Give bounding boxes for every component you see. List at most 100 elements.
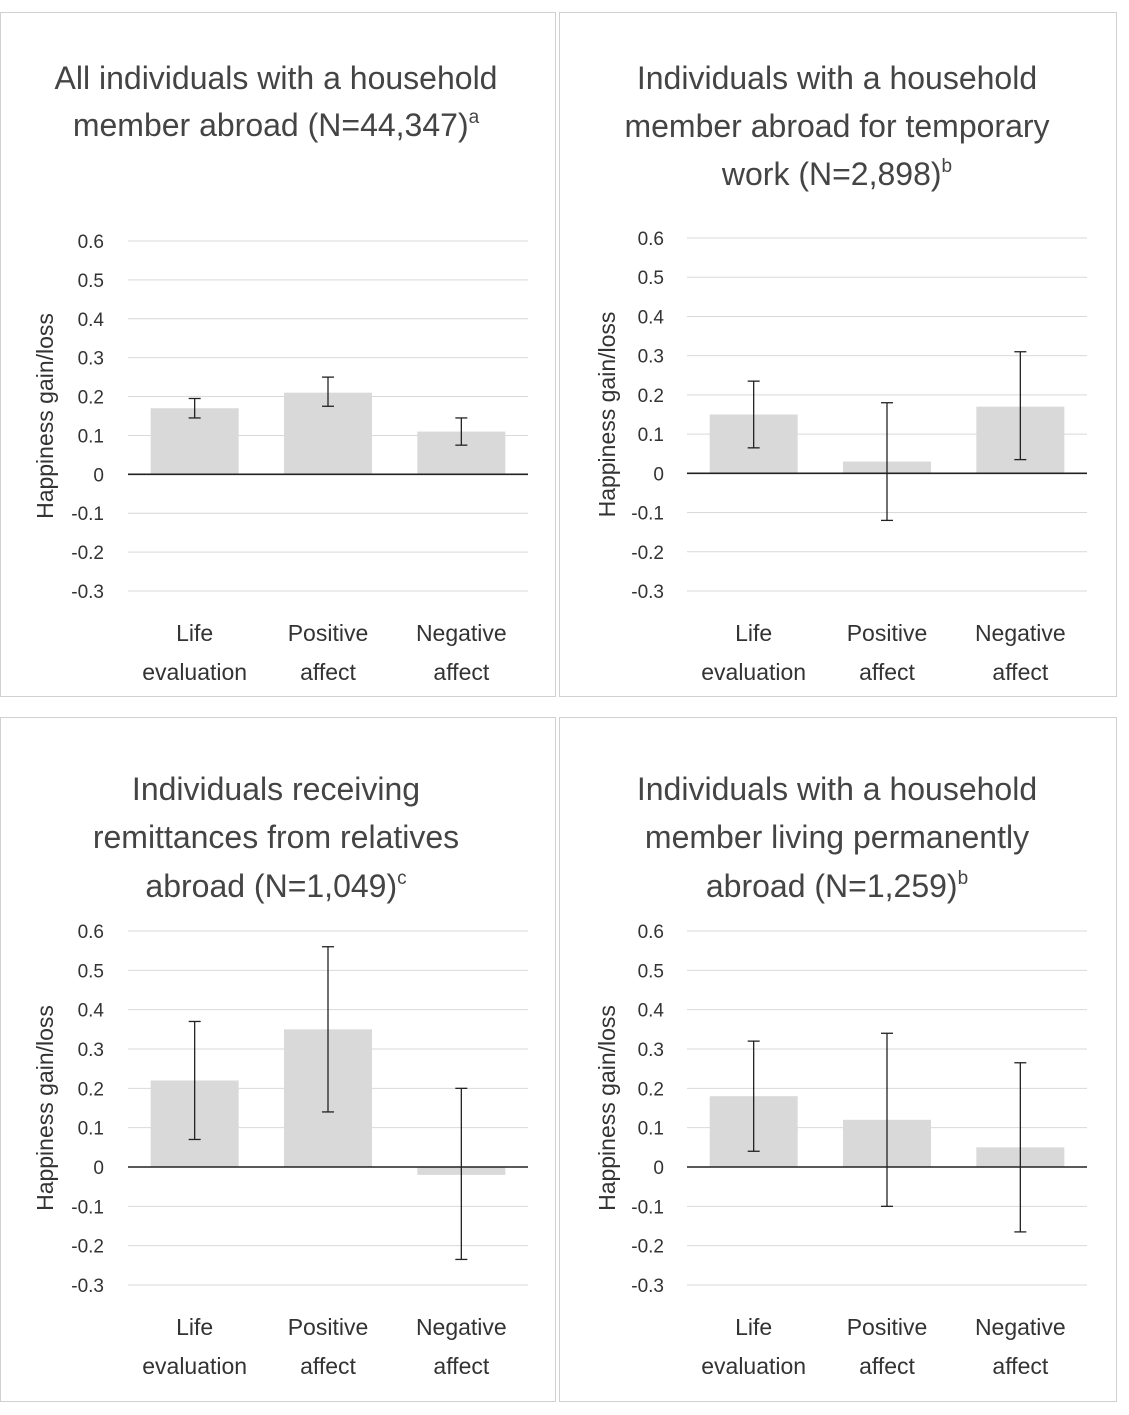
chart-panel-permanent-abroad: Individuals with a household member livin… [559, 717, 1117, 1402]
error-bar [322, 376, 334, 407]
x-tick-label: affect [859, 1353, 915, 1379]
error-bar [881, 402, 893, 522]
y-tick-label: -0.1 [71, 1197, 104, 1218]
chart-panel-temporary-work: Individuals with a household member abroa… [559, 12, 1117, 697]
chart-title-line: member abroad (N=44,347)a [73, 107, 480, 143]
x-tick-label: affect [859, 659, 915, 685]
y-tick-label: 0.3 [638, 1040, 664, 1061]
y-tick-label: 0.6 [638, 229, 664, 250]
chart-title-line: abroad (N=1,049)c [145, 868, 406, 904]
chart-title-text: abroad (N=1,259) [706, 868, 958, 904]
y-tick-label: 0.2 [638, 1079, 664, 1100]
error-bar [881, 1032, 893, 1207]
chart-title-text: member abroad for temporary [624, 108, 1049, 144]
y-axis-label: Happiness gain/loss [32, 1005, 58, 1211]
chart-title-line: Individuals with a household [637, 60, 1037, 96]
error-bar [455, 1087, 468, 1261]
x-tick-label: affect [992, 659, 1048, 685]
chart-title-line: remittances from relatives [93, 819, 459, 855]
y-tick-label: 0.2 [78, 1079, 104, 1100]
x-tick-label: Negative [975, 620, 1066, 646]
y-tick-label: -0.2 [631, 543, 664, 564]
x-tick-label: affect [300, 659, 356, 685]
y-tick-label: 0.1 [638, 1119, 664, 1140]
x-tick-label: evaluation [701, 659, 806, 685]
chart-title-line: All individuals with a household [55, 60, 498, 96]
chart-svg: Individuals receiving remittances from re… [32, 771, 528, 1379]
y-tick-label: -0.2 [631, 1237, 664, 1258]
y-tick-label: 0.2 [638, 386, 664, 407]
x-tick-label: Positive [847, 1314, 928, 1340]
chart-svg: All individuals with a household member a… [32, 60, 528, 685]
error-bar [322, 946, 334, 1113]
error-bar [188, 1020, 201, 1141]
y-tick-label: 0.6 [78, 922, 104, 943]
y-tick-label: 0 [653, 1158, 664, 1179]
y-tick-label: 0.4 [638, 1001, 665, 1022]
error-bar [1014, 351, 1027, 461]
x-tick-label: Negative [416, 1314, 507, 1340]
bar [150, 408, 239, 475]
y-axis-label: Happiness gain/loss [594, 1005, 620, 1211]
error-bar [747, 380, 760, 449]
chart-title-text: All individuals with a household [55, 60, 498, 96]
x-tick-label: evaluation [701, 1353, 806, 1379]
x-tick-label: Life [176, 620, 213, 646]
y-tick-label: -0.1 [71, 504, 104, 525]
y-tick-label: 0.3 [78, 349, 104, 370]
y-tick-label: -0.3 [71, 1276, 104, 1297]
y-tick-label: 0.5 [638, 268, 664, 289]
x-tick-label: evaluation [142, 659, 247, 685]
y-tick-label: 0.3 [78, 1040, 104, 1061]
x-tick-label: Positive [847, 620, 928, 646]
chart-svg: Individuals with a household member livin… [594, 771, 1087, 1379]
error-bar [188, 397, 201, 419]
chart-title-line: member living permanently [645, 819, 1029, 855]
y-tick-label: 0 [93, 1158, 104, 1179]
y-tick-label: 0.4 [78, 310, 105, 331]
chart-title-line: Individuals receiving [132, 771, 420, 807]
x-tick-label: affect [433, 1353, 489, 1379]
chart-title-superscript: c [397, 868, 407, 889]
y-tick-label: 0.6 [78, 232, 104, 253]
y-axis-label: Happiness gain/loss [594, 312, 620, 518]
chart-title-text: Individuals with a household [637, 60, 1037, 96]
x-tick-label: Life [176, 1314, 213, 1340]
chart-title-text: member living permanently [645, 819, 1029, 855]
y-tick-label: 0.5 [638, 961, 664, 982]
chart-svg: Individuals with a household member abroa… [594, 60, 1087, 685]
chart-title-superscript: a [469, 107, 480, 128]
chart-panel-all-individuals: All individuals with a household member a… [0, 12, 556, 697]
y-tick-label: -0.2 [71, 1237, 104, 1258]
x-tick-label: Life [735, 620, 772, 646]
chart-panel-remittances: Individuals receiving remittances from re… [0, 717, 556, 1402]
y-tick-label: -0.3 [631, 582, 664, 603]
y-tick-label: -0.1 [631, 1197, 664, 1218]
y-tick-label: 0.1 [78, 426, 104, 447]
chart-title-text: Individuals with a household [637, 771, 1037, 807]
chart-title-superscript: b [942, 156, 953, 177]
x-tick-label: Positive [288, 620, 369, 646]
x-tick-label: affect [300, 1353, 356, 1379]
error-bar [455, 417, 468, 446]
y-tick-label: 0 [93, 465, 104, 486]
x-tick-label: Life [735, 1314, 772, 1340]
y-tick-label: 0.6 [638, 922, 664, 943]
chart-title-line: work (N=2,898)b [721, 156, 952, 192]
y-tick-label: 0.4 [638, 307, 665, 328]
x-tick-label: affect [433, 659, 489, 685]
y-tick-label: -0.3 [631, 1276, 664, 1297]
chart-title-line: Individuals with a household [637, 771, 1037, 807]
y-tick-label: 0.1 [78, 1119, 104, 1140]
chart-title-text: Individuals receiving [132, 771, 420, 807]
y-tick-label: 0.1 [638, 425, 664, 446]
x-tick-label: affect [992, 1353, 1048, 1379]
x-tick-label: Negative [975, 1314, 1066, 1340]
chart-title-superscript: b [958, 868, 969, 889]
chart-title-line: member abroad for temporary [624, 108, 1049, 144]
y-axis-label: Happiness gain/loss [32, 313, 58, 519]
error-bar [1014, 1062, 1027, 1233]
y-tick-label: 0.5 [78, 961, 104, 982]
chart-title-text: abroad (N=1,049) [145, 868, 397, 904]
x-tick-label: evaluation [142, 1353, 247, 1379]
